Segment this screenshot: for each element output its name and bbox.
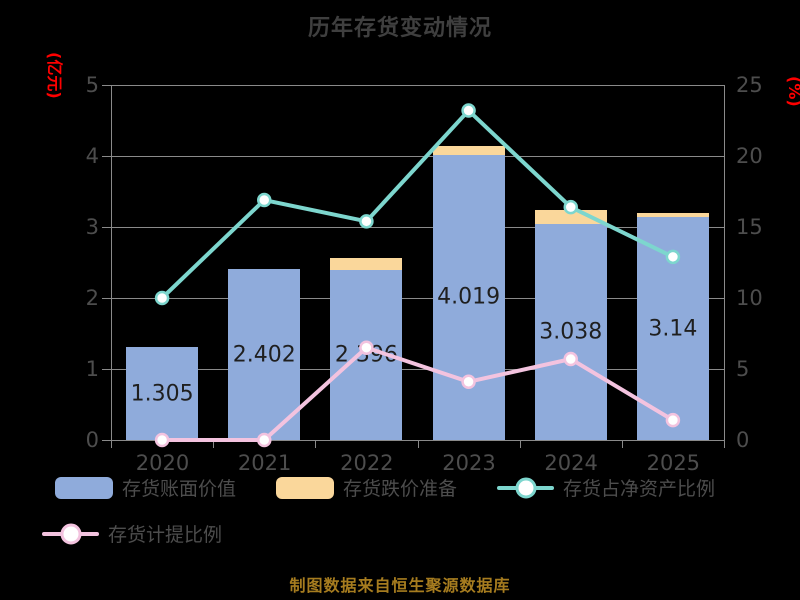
chart-title: 历年存货变动情况 xyxy=(307,16,492,41)
provision-ratio-line xyxy=(162,345,674,442)
gridline xyxy=(111,298,724,299)
provision-ratio-line-marker xyxy=(154,432,170,448)
net-asset-ratio-line-marker xyxy=(154,290,170,306)
bar-provision-cap xyxy=(330,257,403,270)
y-axis-label-right: 15 xyxy=(736,214,763,239)
legend-label: 存货跌价准备 xyxy=(343,478,458,500)
y-axis-label-left: 0 xyxy=(85,427,99,452)
legend-item-provision-ratio[interactable]: 存货计提比例 xyxy=(42,520,222,547)
right-axis-title: (%) xyxy=(785,76,800,107)
gridline xyxy=(111,85,724,86)
left-axis-tick xyxy=(102,85,111,86)
x-axis-label: 2022 xyxy=(340,451,394,475)
net-asset-ratio-line-marker xyxy=(461,103,476,118)
legend-label: 存货计提比例 xyxy=(108,524,223,546)
bar-book-value xyxy=(228,269,301,440)
x-axis-label: 2025 xyxy=(646,451,701,475)
y-axis-label-right: 20 xyxy=(736,143,763,168)
provision-ratio-line-marker xyxy=(461,374,476,390)
legend-item-net-asset-ratio[interactable]: 存货占净资产比例 xyxy=(497,474,715,501)
bar-value-label: 2.402 xyxy=(232,342,296,368)
bar-provision-cap xyxy=(534,210,607,225)
line-marker-icon xyxy=(60,523,81,544)
bar-book-value xyxy=(432,154,505,440)
bar-provision-cap xyxy=(432,146,505,155)
gridline xyxy=(111,369,724,370)
x-axis-tick xyxy=(213,441,215,448)
x-axis-tick xyxy=(111,441,112,448)
trend-lines-layer xyxy=(154,103,681,448)
provision-ratio-line-marker xyxy=(665,412,681,428)
bar-value-label: 3.14 xyxy=(648,316,698,342)
left-axis-tick xyxy=(102,369,111,370)
y-axis-label-right: 25 xyxy=(736,72,763,97)
net-asset-ratio-line-icon xyxy=(497,477,555,498)
x-axis-label: 2024 xyxy=(544,451,598,475)
x-axis-tick xyxy=(519,441,521,448)
net-asset-ratio-line-marker xyxy=(665,249,681,265)
bar-value-label: 3.038 xyxy=(539,319,603,345)
legend-label: 存货占净资产比例 xyxy=(563,478,716,500)
x-axis-label: 2020 xyxy=(135,451,190,475)
x-axis-tick xyxy=(724,441,725,448)
left-axis-title: (亿元) xyxy=(45,52,64,99)
gridline xyxy=(111,156,724,157)
x-axis-label: 2023 xyxy=(442,451,496,475)
y-axis-label-left: 5 xyxy=(85,72,99,97)
y-axis-label-left: 1 xyxy=(85,356,99,381)
provision-ratio-line-marker xyxy=(257,432,272,448)
y-axis-label-left: 4 xyxy=(85,143,99,168)
left-axis-tick xyxy=(102,440,111,441)
y-axis-label-right: 10 xyxy=(736,285,763,310)
net-asset-ratio-line-marker xyxy=(359,214,374,229)
provision-ratio-line-marker xyxy=(563,351,578,367)
legend-label: 存货账面价值 xyxy=(122,478,237,500)
y-axis-label-left: 2 xyxy=(85,285,99,310)
y-axis-label-left: 3 xyxy=(85,214,99,239)
legend-item-book-value[interactable]: 存货账面价值 xyxy=(55,474,236,501)
provision-ratio-line-icon xyxy=(42,523,99,544)
net-asset-ratio-line-marker xyxy=(257,192,272,208)
legend-item-provision-reserve[interactable]: 存货跌价准备 xyxy=(276,474,457,501)
provision-ratio-line-marker xyxy=(359,340,374,355)
legend-row-1: 存货账面价值 存货跌价准备 存货占净资产比例 xyxy=(55,474,715,501)
net-asset-ratio-line xyxy=(160,107,674,300)
provision-reserve-swatch-icon xyxy=(276,476,335,499)
footer-credit: 制图数据来自恒生聚源数据库 xyxy=(289,576,511,595)
y-axis-label-right: 5 xyxy=(736,356,750,381)
book-value-swatch-icon xyxy=(55,476,113,499)
net-asset-ratio-line-marker xyxy=(563,199,578,215)
bar-value-label: 1.305 xyxy=(130,381,194,407)
y-axis-line-left xyxy=(111,85,112,441)
x-axis-tick xyxy=(621,441,623,448)
bar-book-value xyxy=(534,224,607,440)
bar-value-label: 4.019 xyxy=(437,284,501,310)
left-axis-tick xyxy=(102,298,111,299)
legend-row-2: 存货计提比例 xyxy=(42,520,222,547)
y-axis-label-right: 0 xyxy=(736,427,750,452)
x-axis-line xyxy=(111,440,725,441)
x-axis-tick xyxy=(417,441,419,448)
bar-book-value xyxy=(126,347,199,440)
plot-area: 0 0 1 5 2 10 3 15 4 20 5 25 2020 2021 2022 2023 2024 2025… xyxy=(86,74,763,475)
y-axis-line-right xyxy=(724,85,725,441)
left-axis-tick xyxy=(102,156,111,157)
gridline xyxy=(111,227,724,228)
line-marker-icon xyxy=(515,477,537,498)
left-axis-tick xyxy=(102,227,111,228)
x-axis-label: 2021 xyxy=(237,451,292,475)
x-axis-tick xyxy=(315,441,317,448)
bar-provision-cap xyxy=(636,212,709,218)
